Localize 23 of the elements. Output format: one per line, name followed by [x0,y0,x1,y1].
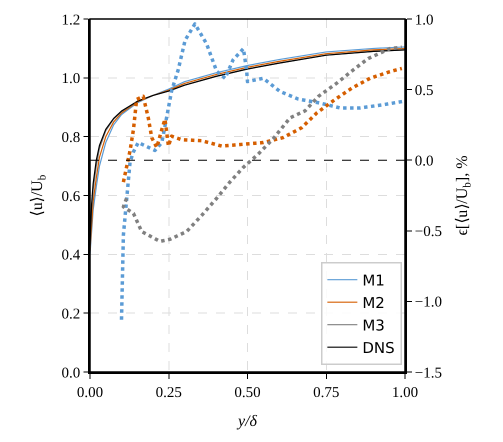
y-tick-label: 0.8 [62,130,80,146]
y-tick-label: 0.6 [62,188,81,205]
legend-label: M1 [362,272,385,290]
legend-label: M2 [362,294,385,312]
x-tick-label: 0.75 [313,384,340,401]
legend-label: DNS [362,339,395,358]
y-tick-label: 0.0 [62,365,80,382]
legend-label: M3 [362,316,385,335]
y-tick-label: 1.0 [62,71,80,88]
x-tick-label: 1.00 [392,384,418,401]
y-tick-label: 1.2 [62,12,80,28]
y2-tick-label: 1.0 [414,12,434,28]
x-tick-label: 0.25 [156,384,182,401]
y2-tick-label: 0.0 [414,153,434,170]
y-tick-label: 0.2 [62,306,80,322]
x-tick-label: 0.00 [76,384,104,401]
x-axis-title: y/δ [236,412,258,430]
y2-tick-label: −1.5 [414,365,442,382]
y2-tick-label: −1.0 [414,294,442,311]
x-tick-label: 0.50 [234,384,261,401]
y2-tick-label: 0.5 [414,82,434,99]
y2-tick-label: −0.5 [414,224,442,240]
y-tick-label: 0.4 [62,248,81,264]
